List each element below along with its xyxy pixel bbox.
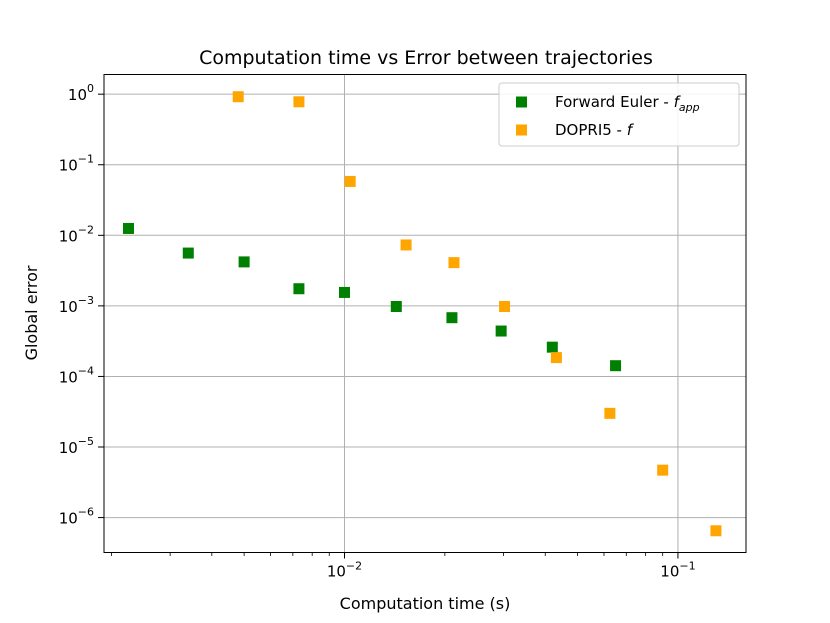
data-point <box>344 175 356 187</box>
data-point <box>546 341 558 353</box>
x-tick-label: 10−1 <box>660 560 695 581</box>
y-tick-label: 10−1 <box>59 153 94 175</box>
data-point <box>499 300 511 312</box>
y-tick-label: 10−6 <box>59 506 94 528</box>
x-tick-label: 10−2 <box>327 560 362 581</box>
data-point <box>400 239 412 251</box>
legend-box <box>498 82 740 147</box>
legend-marker <box>516 96 527 108</box>
data-point <box>338 286 350 298</box>
data-point <box>495 325 507 337</box>
legend-marker <box>516 124 527 136</box>
data-point <box>182 247 194 259</box>
x-axis-label: Computation time (s) <box>340 594 511 613</box>
data-point <box>448 257 460 269</box>
y-tick-label: 10−2 <box>59 223 94 245</box>
y-tick-label: 100 <box>68 82 94 104</box>
grid-lines <box>104 74 746 553</box>
data-point <box>710 525 722 537</box>
legend: Forward Euler - fapp DOPRI5 - f <box>498 82 740 147</box>
y-tick-label: 10−3 <box>59 294 94 316</box>
data-point <box>293 96 305 108</box>
legend-entry-label: DOPRI5 - f <box>555 121 635 139</box>
y-tick-label: 10−5 <box>59 435 94 457</box>
data-point <box>390 300 402 312</box>
data-point <box>122 222 134 234</box>
data-point <box>232 91 244 103</box>
plot-frame <box>103 74 747 553</box>
series-0-points <box>122 222 622 372</box>
data-point <box>657 464 669 476</box>
data-point <box>293 283 305 295</box>
series-1-points <box>232 91 722 537</box>
data-point <box>610 360 622 372</box>
x-axis-ticks: 10−2 10−1 <box>327 552 696 581</box>
chart-title: Computation time vs Error between trajec… <box>199 47 653 69</box>
data-point <box>604 407 616 419</box>
y-axis-label: Global error <box>22 265 41 360</box>
data-point <box>238 256 250 268</box>
data-point <box>550 352 562 364</box>
data-points <box>122 91 722 537</box>
y-tick-label: 10−4 <box>59 364 94 386</box>
y-axis-ticks: 100 10−1 10−2 10−3 10−4 10−5 10−6 <box>59 82 104 528</box>
legend-entry-label: Forward Euler - fapp <box>555 93 700 114</box>
data-point <box>446 312 458 324</box>
minor-ticks <box>111 552 664 556</box>
